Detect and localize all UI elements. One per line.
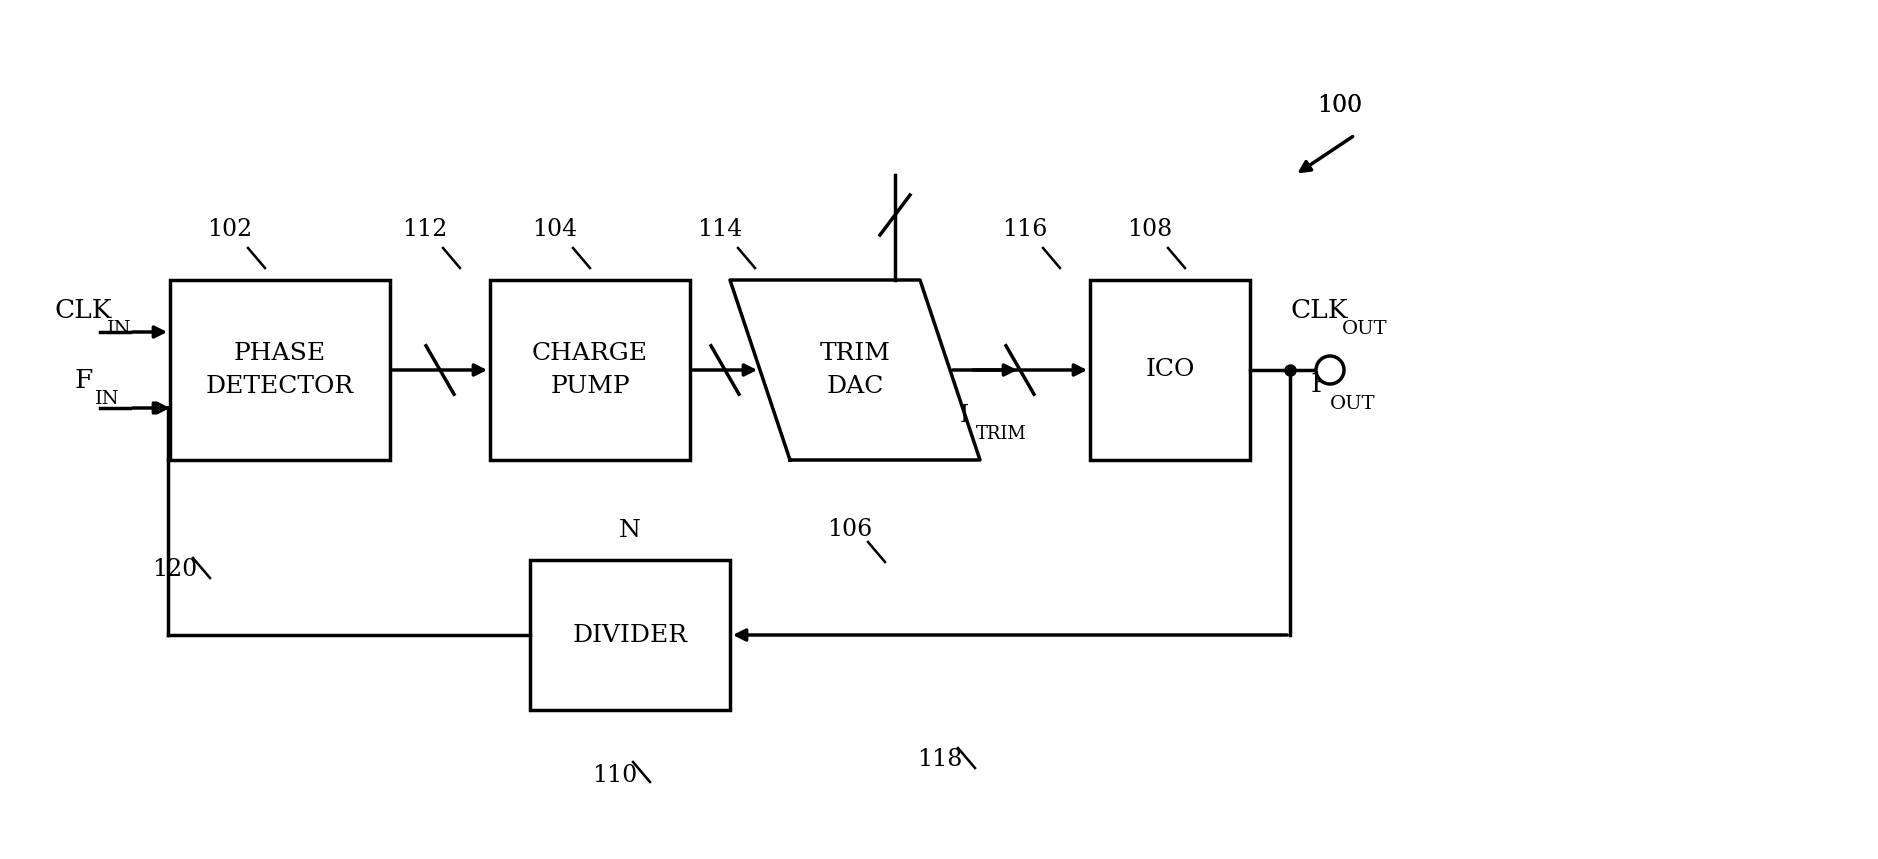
Bar	[530, 560, 731, 710]
Bar	[1089, 280, 1251, 460]
Bar	[490, 280, 689, 460]
Text: 100: 100	[1318, 94, 1363, 117]
Text: 102: 102	[207, 218, 254, 241]
Text: 100: 100	[1318, 94, 1363, 117]
Text: F: F	[75, 368, 94, 393]
Text: 106: 106	[828, 519, 873, 541]
Text: OUT: OUT	[1330, 395, 1375, 413]
Text: TRIM: TRIM	[977, 425, 1027, 443]
Text: OUT: OUT	[1343, 320, 1388, 338]
Text: IN: IN	[107, 320, 131, 338]
Text: 108: 108	[1127, 218, 1172, 241]
Text: DIVIDER: DIVIDER	[573, 624, 687, 647]
Text: I: I	[960, 404, 969, 427]
Text: CLK: CLK	[1290, 297, 1348, 322]
Text: 120: 120	[152, 558, 197, 582]
Text: CLK: CLK	[54, 297, 113, 322]
Text: ICO: ICO	[1146, 358, 1194, 381]
Text: 110: 110	[592, 764, 639, 787]
Text: 112: 112	[402, 218, 447, 241]
Bar	[171, 280, 391, 460]
Circle shape	[1316, 356, 1345, 384]
Text: N: N	[620, 519, 640, 542]
Text: IN: IN	[96, 390, 120, 408]
Text: F: F	[1311, 373, 1328, 398]
Text: 114: 114	[697, 218, 742, 241]
Text: PHASE
DETECTOR: PHASE DETECTOR	[207, 342, 355, 399]
Text: 118: 118	[916, 748, 963, 771]
Text: 104: 104	[531, 218, 578, 241]
Text: CHARGE
PUMP: CHARGE PUMP	[531, 342, 648, 399]
Text: TRIM
DAC: TRIM DAC	[819, 342, 890, 399]
Text: 116: 116	[1003, 218, 1048, 241]
